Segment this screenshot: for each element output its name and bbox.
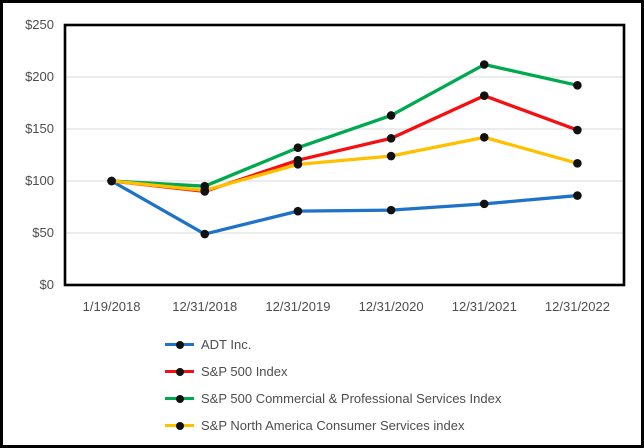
series-point-dot-icon — [175, 340, 184, 349]
legend-row: ADT Inc. — [165, 335, 501, 354]
y-tick-label: $0 — [39, 277, 54, 292]
legend-row: S&P North America Consumer Services inde… — [165, 416, 501, 435]
x-tick-label: 12/31/2020 — [358, 299, 424, 314]
x-tick-label: 12/31/2019 — [265, 299, 331, 314]
y-tick-label: $50 — [32, 225, 54, 240]
x-tick-label: 12/31/2021 — [451, 299, 517, 314]
series-point-dot-icon — [175, 421, 184, 430]
legend-label: S&P 500 Index — [201, 364, 288, 379]
x-tick-label: 12/31/2018 — [172, 299, 238, 314]
y-tick-label: $100 — [25, 173, 54, 188]
legend-line-marker-icon — [165, 340, 194, 350]
legend-row: S&P 500 Index — [165, 362, 501, 381]
x-tick-label: 1/19/2018 — [82, 299, 141, 314]
y-tick-label: $250 — [25, 17, 54, 32]
x-tick-label: 12/31/2022 — [544, 299, 610, 314]
legend-line-marker-icon — [165, 421, 194, 431]
y-tick-label: $150 — [25, 121, 54, 136]
legend-line-marker-icon — [165, 367, 194, 377]
legend-label: S&P North America Consumer Services inde… — [201, 418, 465, 433]
legend-label: S&P 500 Commercial & Professional Servic… — [201, 391, 502, 406]
x-axis-tick-labels: 1/19/2018 12/31/2018 12/31/2019 12/31/20… — [65, 298, 624, 315]
legend-row: S&P 500 Commercial & Professional Servic… — [165, 389, 501, 408]
y-axis-tick-labels: $250 $200 $150 $100 $50 $0 — [3, 16, 54, 294]
y-tick-label: $200 — [25, 69, 54, 84]
legend-line-marker-icon — [165, 394, 194, 404]
series-point-dot-icon — [175, 394, 184, 403]
legend-label: ADT Inc. — [201, 337, 252, 352]
plot-area — [63, 23, 626, 287]
series-point-dot-icon — [175, 367, 184, 376]
legend: ADT Inc. S&P 500 Index S&P 500 Commercia… — [165, 335, 501, 443]
